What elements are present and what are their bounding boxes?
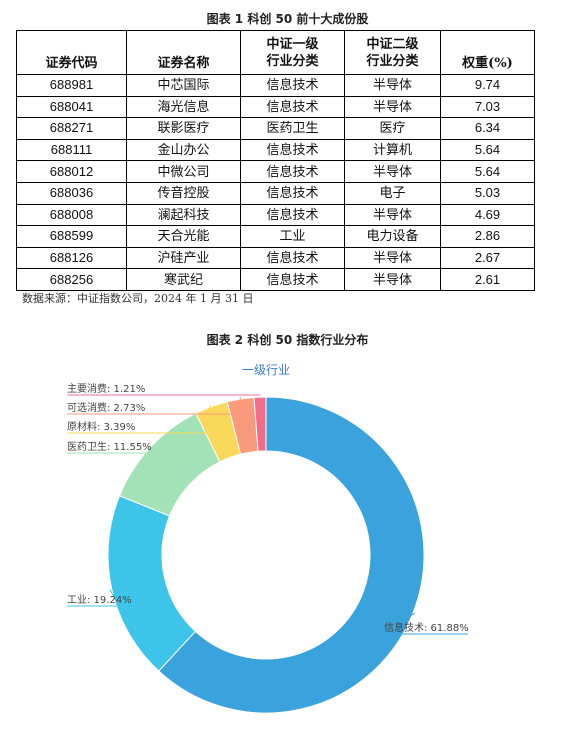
table-row: 688256 寒武纪 信息技术 半导体 2.61 (16, 268, 535, 291)
donut-slice-5[interactable] (253, 396, 267, 452)
cell-name: 传音控股 (126, 181, 241, 205)
header-name: 证券名称 (126, 30, 241, 75)
cell-weight: 2.67 (440, 246, 535, 270)
leader-line-0 (371, 612, 468, 635)
cell-level2-industry: 电子 (344, 181, 441, 205)
donut-slice-0[interactable] (158, 396, 425, 714)
header-code: 证券代码 (16, 30, 127, 75)
table-row: 688012 中微公司 信息技术 半导体 5.64 (16, 160, 535, 183)
slice-label-2: 医药卫生: 11.55% (67, 440, 152, 453)
cell-code: 688599 (16, 225, 127, 248)
table-row: 688111 金山办公 信息技术 计算机 5.64 (16, 138, 535, 162)
leader-line-1 (67, 589, 121, 607)
cell-level2-industry: 医疗 (344, 117, 441, 140)
cell-level1-industry: 信息技术 (240, 95, 345, 119)
table-header-row: 证券代码 证券名称 中证一级 行业分类 中证二级 行业分类 权重(%) (16, 30, 535, 75)
cell-weight: 5.03 (440, 181, 535, 205)
table-row: 688599 天合光能 工业 电力设备 2.86 (16, 225, 535, 248)
table-row: 688271 联影医疗 医药卫生 医疗 6.34 (16, 117, 535, 140)
cell-weight: 2.86 (440, 225, 535, 248)
cell-weight: 2.61 (440, 268, 535, 291)
cell-weight: 6.34 (440, 117, 535, 140)
cell-code: 688981 (16, 74, 127, 97)
table-caption: 图表 1 科创 50 前十大成份股 (206, 12, 369, 26)
cell-name: 海光信息 (126, 95, 241, 119)
table-row: 688036 传音控股 信息技术 电子 5.03 (16, 181, 535, 205)
slice-label-5: 主要消费: 1.21% (67, 382, 145, 395)
leader-line-4 (67, 397, 241, 415)
industry-donut-chart: 一级行业 信息技术: 61.88% 工业: 19.24% 医药卫生: 11.55% 原… (67, 363, 469, 714)
cell-name: 沪硅产业 (126, 246, 241, 270)
cell-level1-industry: 信息技术 (240, 160, 345, 183)
leader-line-2 (67, 446, 151, 454)
table-row: 688008 澜起科技 信息技术 半导体 4.69 (16, 203, 535, 227)
cell-code: 688271 (16, 117, 127, 140)
cell-weight: 5.64 (440, 138, 535, 162)
header-weight: 权重(%) (440, 30, 535, 75)
cell-weight: 7.03 (440, 95, 535, 119)
cell-level2-industry: 半导体 (344, 160, 441, 183)
cell-name: 中芯国际 (126, 74, 241, 97)
slice-label-1: 工业: 19.24% (67, 594, 132, 606)
cell-level2-industry: 半导体 (344, 203, 441, 227)
cell-name: 金山办公 (126, 138, 241, 162)
constituents-table: 证券代码 证券名称 中证一级 行业分类 中证二级 行业分类 权重(%) 688981… (16, 30, 535, 291)
header-level2-industry: 中证二级 行业分类 (344, 30, 441, 75)
cell-level1-industry: 信息技术 (240, 268, 345, 291)
cell-level1-industry: 信息技术 (240, 246, 345, 270)
cell-name: 中微公司 (126, 160, 241, 183)
cell-level2-industry: 计算机 (344, 138, 441, 162)
chart-caption: 图表 2 科创 50 指数行业分布 (206, 333, 369, 347)
header-level1-industry: 中证一级 行业分类 (240, 30, 345, 75)
cell-level2-industry: 半导体 (344, 246, 441, 270)
cell-name: 天合光能 (126, 225, 241, 248)
cell-code: 688256 (16, 268, 127, 291)
cell-level1-industry: 信息技术 (240, 138, 345, 162)
slice-label-0: 信息技术: 61.88% (384, 621, 469, 634)
cell-level1-industry: 信息技术 (240, 74, 345, 97)
cell-code: 688111 (16, 138, 127, 162)
cell-weight: 4.69 (440, 203, 535, 227)
cell-level1-industry: 信息技术 (240, 203, 345, 227)
cell-code: 688012 (16, 160, 127, 183)
table-row: 688981 中芯国际 信息技术 半导体 9.74 (16, 74, 535, 97)
cell-level2-industry: 半导体 (344, 74, 441, 97)
table-row: 688041 海光信息 信息技术 半导体 7.03 (16, 95, 535, 119)
cell-name: 寒武纪 (126, 268, 241, 291)
cell-code: 688041 (16, 95, 127, 119)
cell-name: 澜起科技 (126, 203, 241, 227)
slice-label-3: 原材料: 3.39% (67, 420, 135, 433)
cell-weight: 5.64 (440, 160, 535, 183)
cell-code: 688126 (16, 246, 127, 270)
cell-level2-industry: 半导体 (344, 95, 441, 119)
donut-slice-1[interactable] (107, 495, 197, 672)
cell-level1-industry: 工业 (240, 225, 345, 248)
slice-label-4: 可选消费: 2.73% (67, 401, 145, 414)
cell-weight: 9.74 (440, 74, 535, 97)
cell-level2-industry: 半导体 (344, 268, 441, 291)
cell-code: 688008 (16, 203, 127, 227)
cell-code: 688036 (16, 181, 127, 205)
cell-level2-industry: 电力设备 (344, 225, 441, 248)
table-row: 688126 沪硅产业 信息技术 半导体 2.67 (16, 246, 535, 270)
source-note: 数据来源：中证指数公司，2024 年 1 月 31 日 (22, 292, 254, 305)
cell-level1-industry: 信息技术 (240, 181, 345, 205)
cell-level1-industry: 医药卫生 (240, 117, 345, 140)
cell-name: 联影医疗 (126, 117, 241, 140)
chart-title: 一级行业 (242, 363, 290, 377)
